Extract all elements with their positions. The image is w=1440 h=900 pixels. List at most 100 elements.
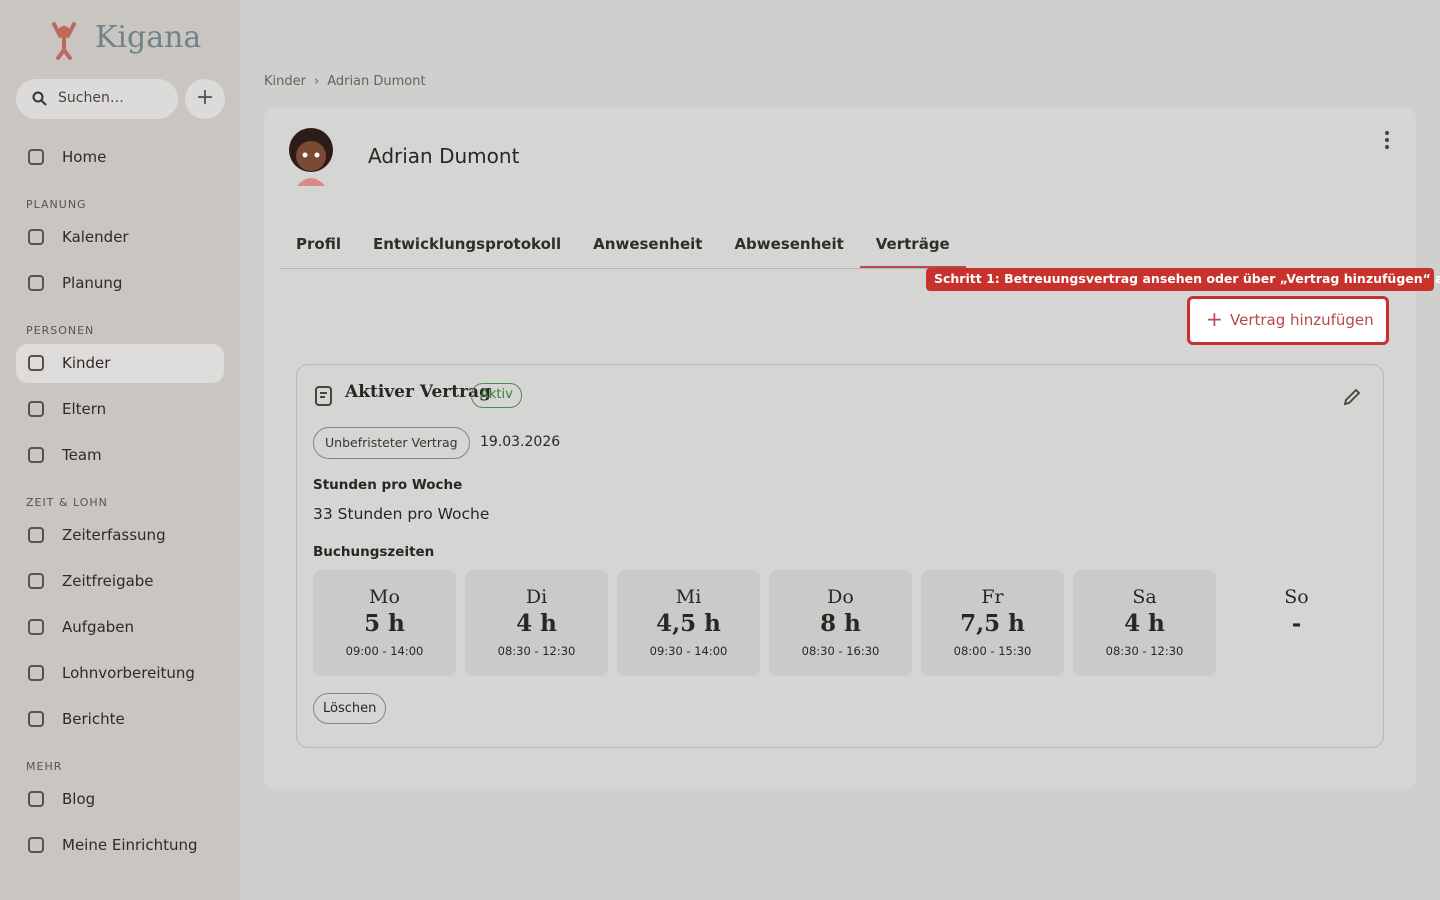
add-contract-button[interactable]: Vertrag hinzufügen bbox=[1187, 296, 1389, 345]
day-hours: 5 h bbox=[364, 610, 405, 637]
nav-icon bbox=[28, 401, 44, 417]
nav-label: Kinder bbox=[62, 354, 111, 372]
hours-label: Stunden pro Woche bbox=[313, 477, 463, 493]
tab[interactable]: Anwesenheit bbox=[593, 235, 703, 253]
hours-value: 33 Stunden pro Woche bbox=[313, 505, 490, 523]
nav-icon bbox=[28, 665, 44, 681]
day-time: 09:30 - 14:00 bbox=[649, 644, 728, 658]
nav-item[interactable]: Berichte bbox=[16, 700, 224, 739]
nav-label: Meine Einrichtung bbox=[62, 836, 198, 854]
tab[interactable]: Verträge bbox=[859, 228, 966, 268]
nav-item[interactable]: Meine Einrichtung bbox=[16, 826, 224, 865]
status-badge: Aktiv bbox=[471, 383, 522, 408]
contract-type: Unbefristeter Vertrag bbox=[313, 427, 470, 459]
nav-label: Home bbox=[62, 148, 107, 166]
nav-icon bbox=[28, 573, 44, 589]
nav-icon bbox=[28, 149, 44, 165]
more-menu[interactable] bbox=[1382, 130, 1392, 150]
nav-section-title: MEHR bbox=[26, 760, 63, 773]
nav-item[interactable]: Team bbox=[16, 436, 224, 475]
day-hours: 4 h bbox=[1124, 610, 1165, 637]
contract-card bbox=[296, 364, 1384, 748]
day-name: Mi bbox=[675, 586, 702, 608]
sidebar: Kigana Suchen… + Home PLANUNG Kalender Plan… bbox=[0, 0, 240, 900]
day-card: Fr 7,5 h 08:00 - 15:30 bbox=[921, 570, 1064, 676]
nav-icon bbox=[28, 711, 44, 727]
nav-icon bbox=[28, 447, 44, 463]
delete-button[interactable]: Löschen bbox=[313, 693, 387, 724]
nav-label: Blog bbox=[62, 790, 96, 808]
day-time: 08:30 - 16:30 bbox=[801, 644, 880, 658]
nav-label: Eltern bbox=[62, 400, 107, 418]
logo-icon bbox=[52, 22, 76, 60]
nav-icon bbox=[28, 527, 44, 543]
nav-section-title: PERSONEN bbox=[26, 324, 95, 337]
contract-icon bbox=[315, 386, 332, 406]
day-time: 09:00 - 14:00 bbox=[345, 644, 424, 658]
nav-item[interactable]: Lohnvorbereitung bbox=[16, 654, 224, 693]
child-name: Adrian Dumont bbox=[368, 144, 520, 168]
nav-item[interactable]: Planung bbox=[16, 264, 224, 303]
day-name: Sa bbox=[1132, 586, 1157, 608]
breadcrumb-separator: › bbox=[313, 74, 320, 89]
nav-item[interactable]: Blog bbox=[16, 780, 224, 819]
day-time: 08:30 - 12:30 bbox=[497, 644, 576, 658]
booking-label: Buchungszeiten bbox=[313, 544, 435, 560]
nav-label: Zeiterfassung bbox=[62, 526, 166, 544]
contract-date: 19.03.2026 bbox=[480, 434, 561, 450]
day-time: 08:00 - 15:30 bbox=[953, 644, 1032, 658]
contract-title: Aktiver Vertrag bbox=[345, 382, 491, 402]
nav-section-title: ZEIT & LOHN bbox=[26, 496, 108, 509]
nav-label: Team bbox=[62, 446, 102, 464]
day-name: Di bbox=[525, 586, 548, 608]
day-card: Mo 5 h 09:00 - 14:00 bbox=[313, 570, 456, 676]
day-hours: 4,5 h bbox=[656, 610, 721, 637]
day-hours: 4 h bbox=[516, 610, 557, 637]
nav-item[interactable]: Kinder bbox=[16, 344, 224, 383]
breadcrumb-item[interactable]: Kinder bbox=[264, 74, 306, 89]
day-hours: 8 h bbox=[820, 610, 861, 637]
day-card: Mi 4,5 h 09:30 - 14:00 bbox=[617, 570, 760, 676]
edit-button[interactable] bbox=[1342, 387, 1362, 407]
day-name: Fr bbox=[981, 586, 1004, 608]
day-name: So bbox=[1284, 586, 1309, 608]
logo-text: Kigana bbox=[95, 20, 202, 55]
nav-label: Kalender bbox=[62, 228, 129, 246]
nav-icon bbox=[28, 275, 44, 291]
day-card: So - bbox=[1225, 570, 1368, 676]
tab[interactable]: Abwesenheit bbox=[734, 235, 844, 253]
avatar bbox=[289, 128, 333, 186]
nav-icon bbox=[28, 229, 44, 245]
day-card: Do 8 h 08:30 - 16:30 bbox=[769, 570, 912, 676]
nav-label: Lohnvorbereitung bbox=[62, 664, 195, 682]
nav-item[interactable]: Zeitfreigabe bbox=[16, 562, 224, 601]
nav-label: Aufgaben bbox=[62, 618, 135, 636]
tab[interactable]: Entwicklungsprotokoll bbox=[372, 235, 562, 253]
nav-icon bbox=[28, 791, 44, 807]
tutorial-tooltip: Schritt 1: Betreuungsvertrag ansehen ode… bbox=[926, 268, 1440, 291]
day-hours: - bbox=[1291, 610, 1302, 637]
nav-icon bbox=[28, 619, 44, 635]
nav-item[interactable]: Home bbox=[16, 138, 224, 177]
nav-label: Berichte bbox=[62, 710, 125, 728]
day-hours: 7,5 h bbox=[960, 610, 1025, 637]
nav-item[interactable]: Eltern bbox=[16, 390, 224, 429]
nav-icon bbox=[28, 837, 44, 853]
day-time: 08:30 - 12:30 bbox=[1105, 644, 1184, 658]
nav-item[interactable]: Zeiterfassung bbox=[16, 516, 224, 555]
nav-section-title: PLANUNG bbox=[26, 198, 87, 211]
breadcrumb: Kinder › Adrian Dumont bbox=[264, 74, 434, 89]
day-card: Sa 4 h 08:30 - 12:30 bbox=[1073, 570, 1216, 676]
day-card: Di 4 h 08:30 - 12:30 bbox=[465, 570, 608, 676]
add-button[interactable]: + bbox=[185, 79, 225, 119]
nav-item[interactable]: Aufgaben bbox=[16, 608, 224, 647]
tab[interactable]: Profil bbox=[296, 235, 341, 253]
day-name: Do bbox=[827, 586, 854, 608]
search-icon bbox=[32, 91, 47, 106]
tabs: Profil Entwicklungsprotokoll Anwesenheit Ab… bbox=[280, 228, 1400, 269]
nav-label: Planung bbox=[62, 274, 123, 292]
nav-icon bbox=[28, 355, 44, 371]
nav-label: Zeitfreigabe bbox=[62, 572, 154, 590]
nav-item[interactable]: Kalender bbox=[16, 218, 224, 257]
